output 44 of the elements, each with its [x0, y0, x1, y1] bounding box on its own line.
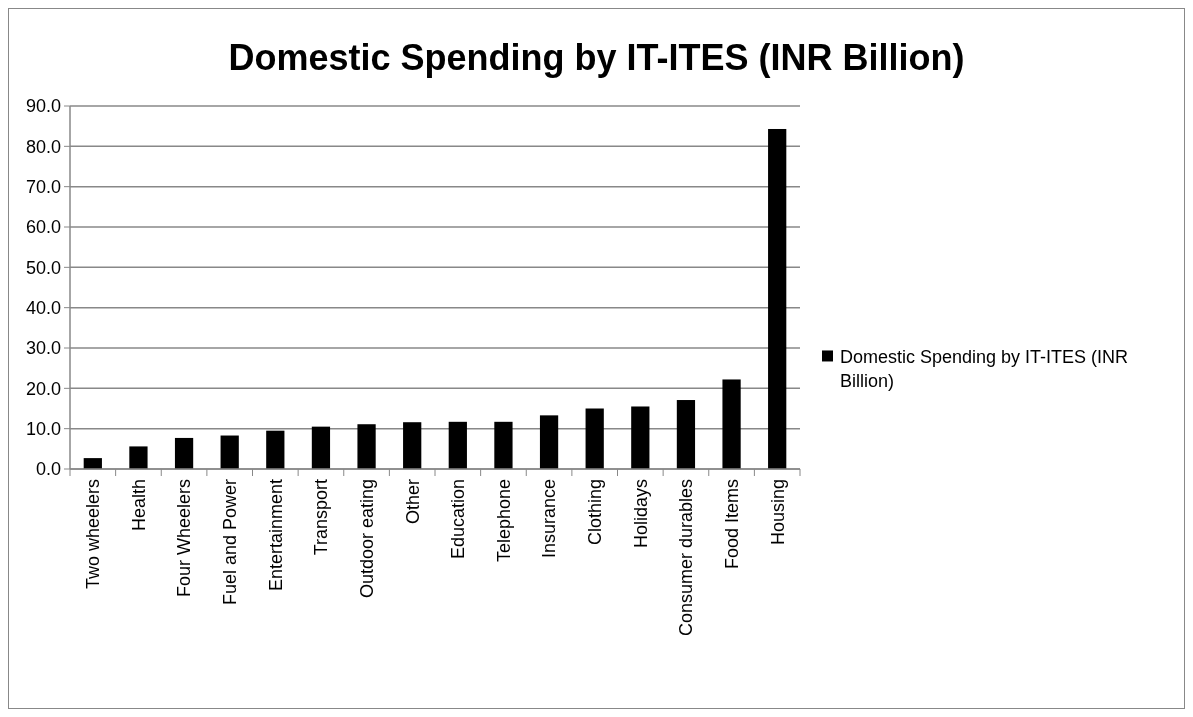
x-tick-label: Food Items	[721, 479, 742, 570]
bar	[220, 435, 239, 469]
y-tick-label: 80.0	[25, 136, 61, 157]
x-tick-label: Housing	[767, 479, 788, 546]
x-tick-label: Telephone	[493, 479, 514, 563]
bar	[357, 424, 376, 469]
x-tick-label: Outdoor eating	[356, 479, 377, 599]
x-tick-label: Education	[448, 479, 469, 560]
bar	[631, 406, 650, 469]
bar	[494, 421, 513, 469]
x-tick-label: Two wheelers	[83, 479, 104, 590]
chart-title: Domestic Spending by IT-ITES (INR Billion)	[228, 37, 965, 78]
x-tick-label: Consumer durables	[676, 479, 697, 637]
y-tick-label: 70.0	[25, 176, 61, 197]
y-tick-label: 90.0	[25, 96, 61, 117]
x-tick-label: Insurance	[539, 479, 560, 559]
x-tick-label: Other	[402, 479, 423, 525]
y-tick-label: 10.0	[25, 418, 61, 439]
bar	[266, 430, 285, 469]
x-tick-label: Clothing	[584, 479, 605, 546]
x-tick-label: Transport	[311, 479, 332, 556]
y-tick-label: 40.0	[25, 297, 61, 318]
bar	[539, 415, 559, 469]
bar	[403, 422, 422, 469]
bar	[676, 400, 696, 469]
y-tick-label: 50.0	[25, 257, 61, 278]
bar	[83, 458, 102, 469]
legend-label: Domestic Spending by IT-ITES (INR Billion)	[840, 346, 1129, 392]
bar	[174, 437, 194, 469]
y-tick-label: 20.0	[25, 378, 61, 399]
x-tick-label: Entertainment	[265, 479, 286, 592]
x-tick-label: Holidays	[630, 479, 651, 549]
bar	[448, 421, 467, 469]
x-tick-label: Fuel and Power	[219, 479, 240, 606]
bar	[311, 426, 331, 469]
y-tick-label: 0.0	[35, 459, 61, 480]
bar	[585, 408, 604, 469]
bar	[768, 128, 787, 469]
y-tick-label: 60.0	[25, 217, 61, 238]
x-tick-label: Health	[128, 479, 149, 532]
y-tick-label: 30.0	[25, 338, 61, 359]
bar	[129, 446, 148, 469]
bar	[722, 379, 741, 469]
x-tick-label: Four Wheelers	[174, 479, 195, 598]
